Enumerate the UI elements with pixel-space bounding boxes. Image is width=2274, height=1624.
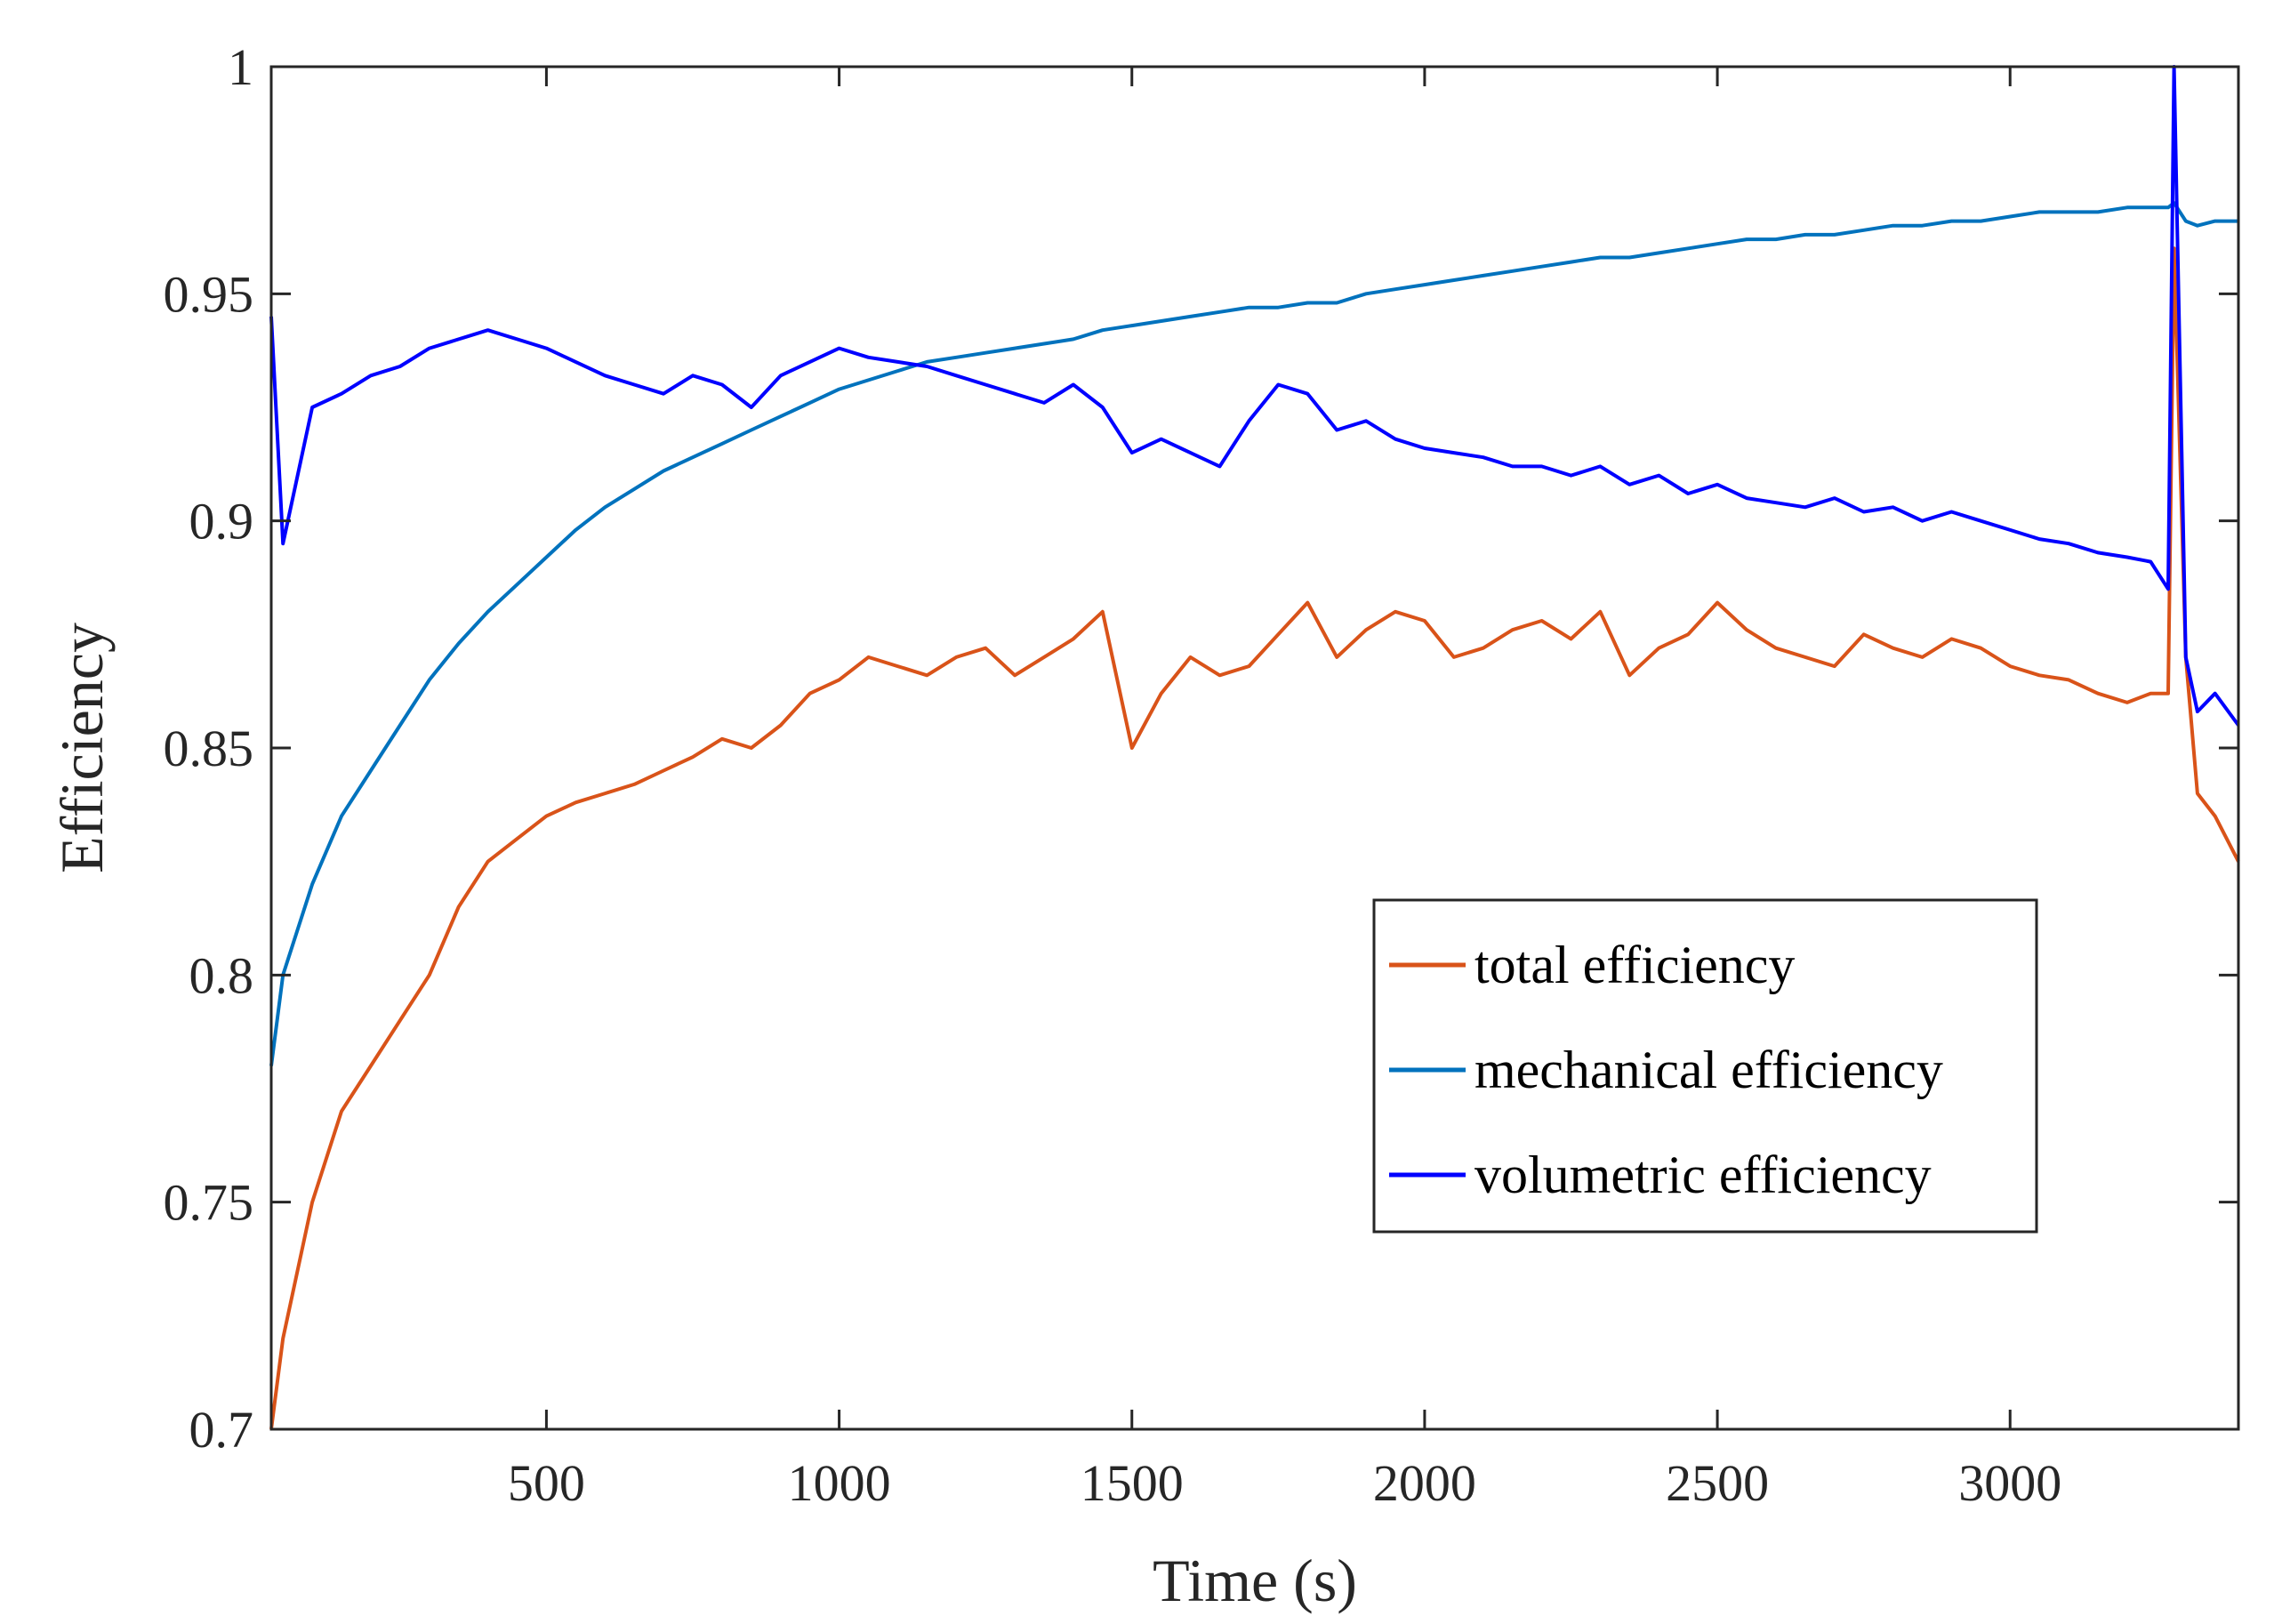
legend-box: [1372, 898, 2038, 1234]
y-axis-ticks: 0.7 0.75 0.8 0.85 0.9 0.95 1: [164, 38, 2238, 1459]
x-tick-label: 500: [508, 1454, 585, 1512]
series-line-total-efficiency: [269, 246, 2240, 1430]
y-tick-label: 0.7: [189, 1401, 254, 1459]
y-tick-label: 0.95: [164, 265, 254, 323]
y-tick-label: 1: [228, 38, 253, 96]
legend: total efficiency mechanical efficiency vol…: [1372, 898, 2038, 1234]
legend-label-volumetric-efficiency: volumetric efficiency: [1474, 1146, 1932, 1204]
series-layer: [269, 65, 2240, 1430]
y-tick-label: 0.8: [189, 946, 254, 1004]
x-tick-label: 1500: [1081, 1454, 1184, 1512]
x-tick-label: 2500: [1666, 1454, 1769, 1512]
legend-label-total-efficiency: total efficiency: [1474, 936, 1795, 994]
x-axis-title: Time (s): [1153, 1547, 1357, 1614]
y-tick-label: 0.75: [164, 1174, 254, 1232]
x-axis-ticks: 500 1000 1500 2000 2500 3000: [508, 67, 2061, 1512]
series-line-volumetric-efficiency: [269, 65, 2240, 727]
y-tick-label: 0.85: [164, 720, 254, 777]
x-tick-label: 3000: [1958, 1454, 2061, 1512]
x-tick-label: 1000: [788, 1454, 891, 1512]
x-tick-label: 2000: [1373, 1454, 1476, 1512]
y-axis-title: Efficiency: [48, 623, 116, 873]
legend-label-mechanical-efficiency: mechanical efficiency: [1474, 1041, 1943, 1099]
y-tick-label: 0.9: [189, 493, 254, 551]
series-line-mechanical-efficiency: [269, 201, 2238, 1066]
